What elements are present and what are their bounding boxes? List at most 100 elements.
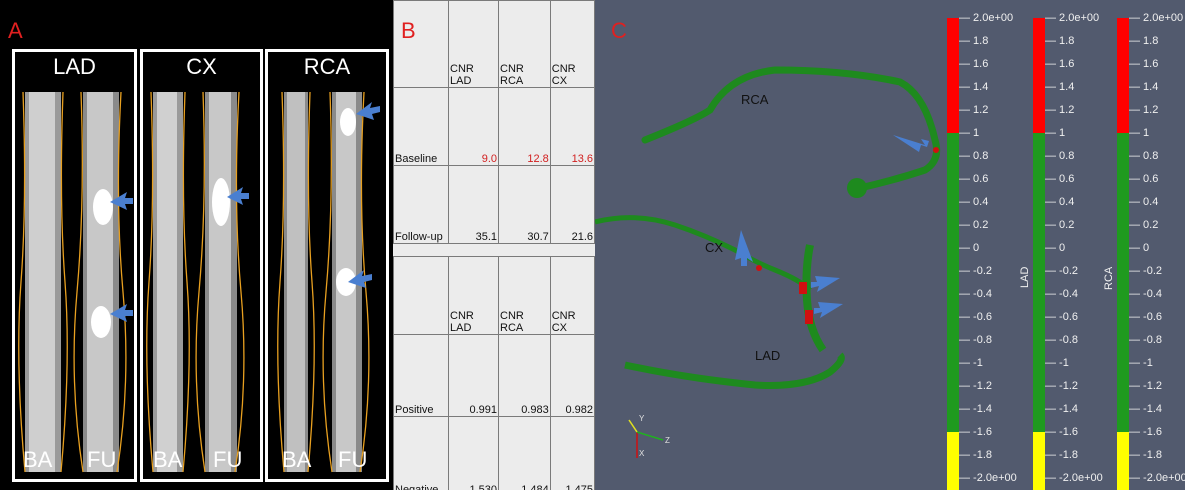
colorbar-tick-label: — -1.6 (959, 426, 993, 438)
rca-frame: RCA BA FU (265, 49, 389, 482)
colorbar-tick-label: — 1.4 (1045, 81, 1075, 93)
colorbar-tick-label: — 1 (959, 127, 980, 139)
colorbar-tick-label: — 0 (1045, 242, 1066, 254)
colorbar-tick-label: — -0.6 (1045, 311, 1079, 323)
arrow-icon (227, 187, 249, 205)
colorbar-tick-label: — 1.8 (1045, 35, 1075, 47)
lad-ba-label: BA (23, 447, 53, 472)
colorbar-tick-label: — 1.6 (1129, 58, 1159, 70)
rca-title: RCA (303, 54, 351, 79)
cell-value: 0.982 (549, 334, 595, 417)
arrow-icon (735, 230, 753, 266)
colorbar-tick-label: — -0.6 (959, 311, 993, 323)
colorbar-gradient (1033, 18, 1045, 490)
cx-vessel-label: CX (705, 240, 724, 255)
panel-c-letter: C (611, 18, 627, 43)
table1-header-cx: CNR CX (549, 0, 595, 88)
colorbar-tick-label: — -2.0e+00 (959, 472, 1017, 484)
row-label: Baseline (393, 87, 449, 166)
lad-vessel-image (18, 91, 133, 473)
arrow-icon (811, 276, 840, 292)
colorbar-tick-label: — -0.2 (959, 265, 993, 277)
cnr-table-1: CNR LAD CNR RCA CNR CX Baseline 9.0 12.8… (393, 0, 595, 244)
arrow-icon (893, 135, 929, 152)
colorbar-tick-label: — 0.2 (1129, 219, 1159, 231)
colorbar-tick-label: — -0.8 (1129, 334, 1163, 346)
colorbar-tick-label: — 0 (1129, 242, 1150, 254)
row-label: Follow-up (393, 165, 449, 244)
cell-value: 12.8 (498, 87, 551, 166)
colorbar-tick-label: — -1.6 (1129, 426, 1163, 438)
colorbar-tick-label: — -0.4 (959, 288, 993, 300)
cnr-table-2: CNR LAD CNR RCA CNR CX Positive 0.991 0.… (393, 256, 595, 490)
colorbar-tick-label: — 0.4 (1129, 196, 1159, 208)
colorbar-tick-label: — -2.0e+00 (1045, 472, 1103, 484)
colorbar-tick-label: — -1 (1045, 357, 1069, 369)
colorbar-tick-label: — 0.8 (959, 150, 989, 162)
cell-value: 1.484 (498, 416, 551, 490)
lad-vessel-label: LAD (755, 348, 781, 363)
colorbar-tick-label: — -1.8 (959, 449, 993, 461)
colorbar-tick-label: — -1.4 (1129, 403, 1163, 415)
colorbar-tick-label: — -2.0e+00 (1129, 472, 1185, 484)
row-label: Positive (393, 334, 449, 417)
panel-a-letter: A (8, 18, 23, 43)
lad-frame: LAD BA FU (12, 49, 137, 482)
colorbar-tick-label: — -1 (1129, 357, 1153, 369)
rca-ba-label: BA (282, 447, 312, 472)
colorbar-tick-label: — 1 (1129, 127, 1150, 139)
colorbar-tick-label: — 0.6 (1045, 173, 1075, 185)
cell-value: 35.1 (447, 165, 500, 244)
table2-header-rca: CNR RCA (498, 256, 551, 335)
colorbar-tick-label: — 0.4 (959, 196, 989, 208)
colorbar-lad: — 2.0e+00 — 1.8 — 1.6 — 1.4 — 1.2 — 1 — 0.8 — 0… (1019, 13, 1123, 490)
colorbar-tick-label: — 1.2 (1045, 104, 1075, 116)
colorbar-tick-label: — -1.2 (1045, 380, 1079, 392)
row-label: Negative (393, 416, 449, 490)
colorbar-tick-label: — 1.4 (959, 81, 989, 93)
colorbar-tick-label: — 0.2 (959, 219, 989, 231)
cx-vessel-image (146, 91, 249, 473)
colorbar-tick-label: — 2.0e+00 (1045, 12, 1100, 24)
colorbar-tick-label: — -1.6 (1045, 426, 1079, 438)
table-row: Baseline 9.0 12.8 13.6 (393, 87, 595, 166)
colorbar-rca: — 2.0e+00 — 1.8 — 1.6 — 1.4 — 1.2 — 1 — 0.8 — 0… (1103, 13, 1185, 490)
colorbar-tick-label: — -0.8 (1045, 334, 1079, 346)
cell-value: 0.991 (448, 334, 499, 417)
colorbar-tick-label: — 0 (959, 242, 980, 254)
colorbar-tick-label: — 2.0e+00 (959, 12, 1014, 24)
arrow-icon (110, 304, 133, 322)
colorbar-tick-label: — 1.6 (1045, 58, 1075, 70)
colorbar-tick-label: — 1.4 (1129, 81, 1159, 93)
colorbar-tick-label: — 0.8 (1129, 150, 1159, 162)
cell-value: 0.983 (498, 334, 551, 417)
cell-value: 21.6 (549, 165, 595, 244)
colorbar-tick-label: — -1 (959, 357, 983, 369)
colorbar-1: — 2.0e+00 — 1.8 — 1.6 — 1.4 — 1.2 — 1 — 0.8 — 0… (947, 13, 1037, 490)
lad-title: LAD (53, 54, 96, 79)
table2-header-lad: CNR LAD (448, 256, 499, 335)
colorbar-name: LAD (1019, 266, 1031, 288)
cell-value: 1.530 (448, 416, 499, 490)
cell-value: 13.6 (549, 87, 595, 166)
cx-ba-label: BA (153, 447, 183, 472)
colorbar-tick-label: — 1.2 (1129, 104, 1159, 116)
rca-vessel-label: RCA (741, 92, 769, 107)
colorbar-tick-label: — -0.2 (1045, 265, 1079, 277)
panel-a-vessel-images: A LAD BA FU (0, 0, 393, 490)
colorbar-tick-label: — 1.8 (1129, 35, 1159, 47)
colorbar-tick-label: — 2.0e+00 (1129, 12, 1184, 24)
colorbar-tick-label: — -1.2 (959, 380, 993, 392)
colorbar-tick-label: — -0.6 (1129, 311, 1163, 323)
cell-value: 30.7 (498, 165, 551, 244)
colorbar-tick-label: — -1.8 (1045, 449, 1079, 461)
colorbar-tick-label: — 1.2 (959, 104, 989, 116)
axis-x-label: X (639, 449, 645, 458)
cx-title: CX (186, 54, 217, 79)
cx-fu-label: FU (213, 447, 243, 472)
colorbar-gradient (947, 18, 959, 490)
colorbar-tick-label: — 1.6 (959, 58, 989, 70)
colorbar-tick-label: — 0.2 (1045, 219, 1075, 231)
colorbar-tick-label: — -1.4 (1045, 403, 1079, 415)
colorbar-gradient (1117, 18, 1129, 490)
